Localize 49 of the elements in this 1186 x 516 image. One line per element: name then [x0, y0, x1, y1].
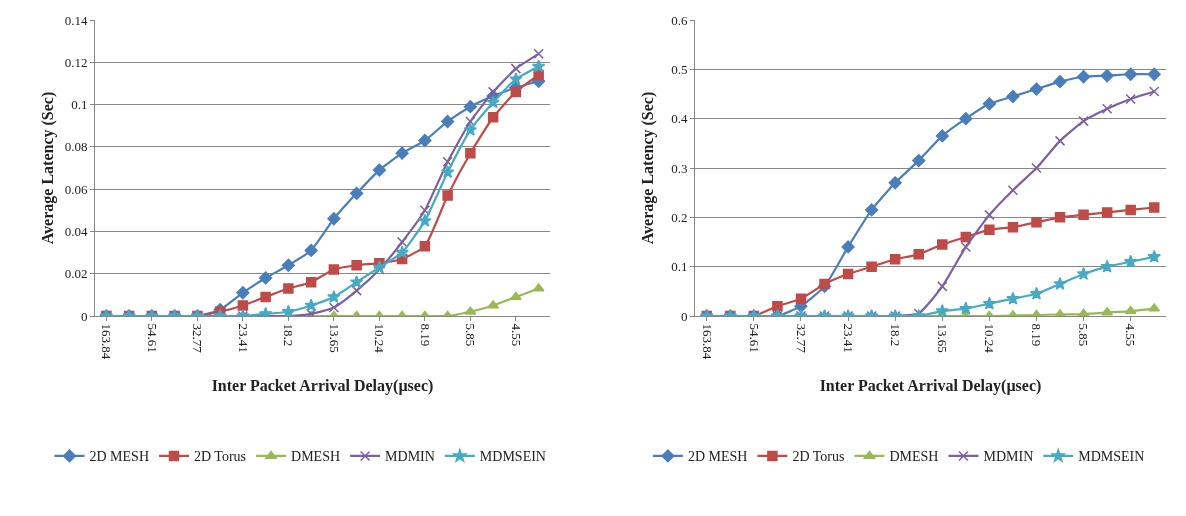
x-tick-label: 163.84	[699, 323, 715, 360]
x-tick-label: 5.85	[1076, 323, 1092, 347]
x-tick-label: 54.61	[746, 323, 762, 353]
y-axis-title: Average Latency (Sec)	[639, 91, 657, 245]
legend-label: 2D Torus	[194, 449, 247, 465]
legend-label: 2D MESH	[89, 449, 150, 465]
x-tick-label: 32.77	[793, 323, 809, 354]
x-tick-label: 10.24	[982, 323, 998, 354]
x-axis-title: Inter Packet Arrival Delay(µsec)	[211, 376, 434, 395]
y-tick-label: 0.6	[671, 12, 688, 28]
legend-label: DMESH	[291, 449, 341, 465]
y-tick-label: 0.08	[64, 139, 88, 155]
legend-label: MDMSEIN	[1078, 449, 1145, 465]
x-tick-label: 13.65	[326, 323, 342, 353]
x-tick-label: 18.2	[281, 323, 297, 347]
y-tick-label: 0.02	[64, 266, 88, 282]
y-tick-label: 0.5	[671, 61, 688, 77]
x-tick-label: 8.19	[1029, 323, 1045, 347]
legend-label: MDMSEIN	[479, 449, 546, 465]
y-tick-label: 0.06	[64, 181, 88, 197]
x-tick-label: 13.65	[935, 323, 951, 353]
legend-label: 2D Torus	[792, 449, 845, 465]
y-tick-label: 0.1	[71, 97, 88, 113]
legend-label: 2D MESH	[687, 449, 748, 465]
y-tick-label: 0.12	[64, 54, 88, 70]
y-tick-label: 0.2	[671, 209, 688, 225]
x-tick-label: 4.55	[508, 323, 524, 347]
x-tick-label: 18.2	[887, 323, 903, 347]
x-tick-label: 10.24	[372, 323, 388, 354]
legend-label: MDMIN	[983, 449, 1034, 465]
y-tick-label: 0.1	[671, 259, 688, 275]
x-tick-label: 23.41	[235, 323, 251, 353]
x-tick-label: 54.61	[144, 323, 160, 353]
y-tick-label: 0.4	[671, 111, 688, 127]
y-tick-label: 0	[680, 308, 688, 324]
y-axis-title: Average Latency (Sec)	[39, 91, 57, 245]
x-tick-label: 4.55	[1123, 323, 1139, 347]
y-tick-label: 0.3	[671, 160, 688, 176]
y-tick-label: 0	[80, 308, 88, 324]
x-tick-label: 32.77	[190, 323, 206, 354]
y-tick-label: 0.04	[64, 223, 88, 239]
x-tick-label: 23.41	[840, 323, 856, 353]
y-tick-label: 0.14	[64, 12, 88, 28]
x-tick-label: 163.84	[99, 323, 115, 360]
legend-label: MDMIN	[385, 449, 435, 465]
x-tick-label: 8.19	[417, 323, 433, 347]
x-tick-label: 5.85	[463, 323, 479, 347]
legend-label: DMESH	[889, 449, 939, 465]
x-axis-title: Inter Packet Arrival Delay(µsec)	[819, 376, 1042, 395]
